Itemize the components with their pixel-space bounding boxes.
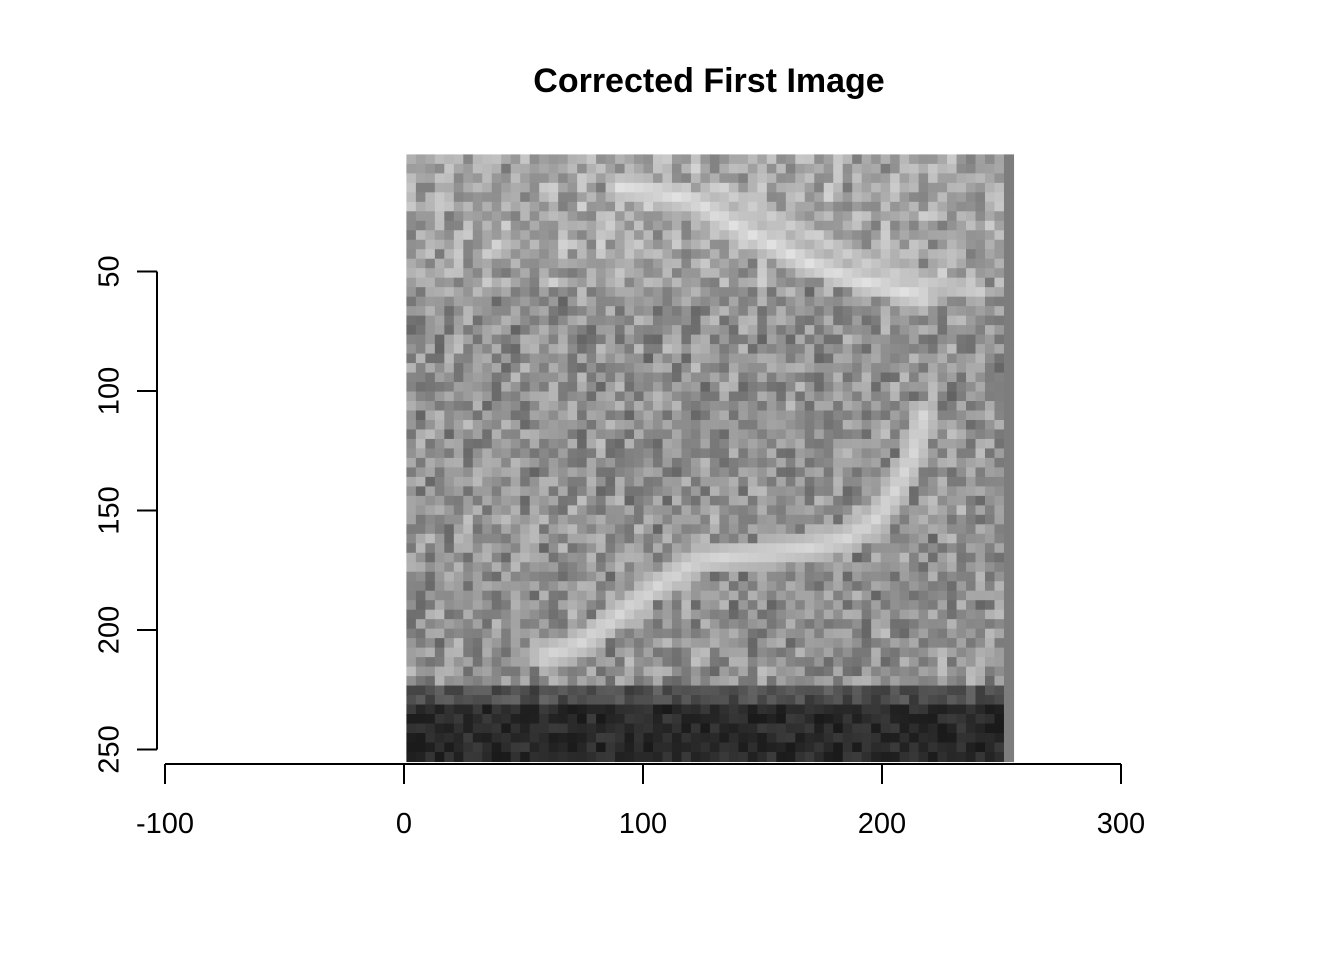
y-tick-label: 100 — [94, 367, 126, 415]
y-tick-label: 250 — [94, 725, 126, 773]
chart-title: Corrected First Image — [533, 62, 884, 100]
x-tick-label: 300 — [1097, 808, 1145, 840]
y-axis: 50 100 150 200 250 — [94, 255, 158, 774]
y-tick-label: 50 — [94, 255, 126, 287]
y-tick-label: 150 — [94, 486, 126, 534]
x-axis: -100 0 100 200 300 — [136, 763, 1145, 840]
heatmap-image — [406, 154, 1015, 763]
x-tick-label: 200 — [858, 808, 906, 840]
x-tick-label: 100 — [619, 808, 667, 840]
x-tick-label: -100 — [136, 808, 194, 840]
x-tick-label: 0 — [396, 808, 412, 840]
y-tick-label: 200 — [94, 606, 126, 654]
